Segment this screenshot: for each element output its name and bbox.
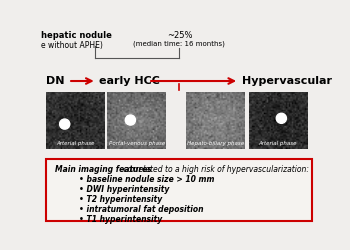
Text: • intratumoral fat deposition: • intratumoral fat deposition bbox=[79, 205, 203, 214]
Text: • DWI hyperintensity: • DWI hyperintensity bbox=[79, 185, 169, 194]
Text: DN: DN bbox=[47, 76, 65, 86]
Text: hepatic nodule: hepatic nodule bbox=[41, 31, 112, 40]
Text: Arterial phase: Arterial phase bbox=[258, 142, 297, 146]
Text: Hypervascular: Hypervascular bbox=[242, 76, 332, 86]
Text: Arterial phase: Arterial phase bbox=[56, 142, 95, 146]
Text: Hepato-biliary phase: Hepato-biliary phase bbox=[187, 142, 244, 146]
Text: early HCC: early HCC bbox=[99, 76, 160, 86]
Text: (median time: 16 months): (median time: 16 months) bbox=[133, 40, 225, 47]
Text: • T2 hyperintensity: • T2 hyperintensity bbox=[79, 195, 162, 204]
Text: • baseline nodule size > 10 mm: • baseline nodule size > 10 mm bbox=[79, 175, 215, 184]
Text: Portal-venous phase: Portal-venous phase bbox=[108, 142, 165, 146]
Text: e without APHE): e without APHE) bbox=[41, 40, 103, 50]
Text: Main imaging features: Main imaging features bbox=[55, 165, 151, 174]
Text: • T1 hyperintensity: • T1 hyperintensity bbox=[79, 216, 162, 224]
Text: ~25%: ~25% bbox=[167, 31, 192, 40]
FancyBboxPatch shape bbox=[47, 159, 312, 220]
Text: correlated to a high risk of hypervascularization:: correlated to a high risk of hypervascul… bbox=[121, 165, 309, 174]
